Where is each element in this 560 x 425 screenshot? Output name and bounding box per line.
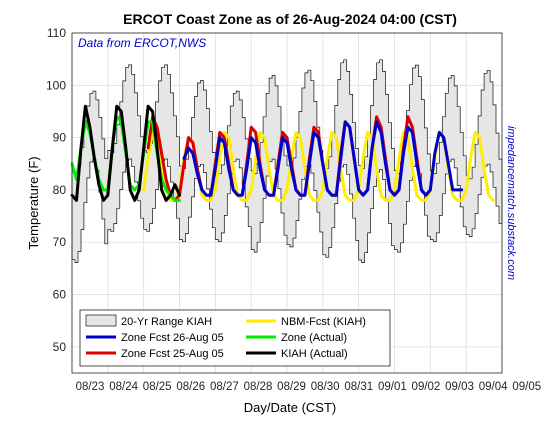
y-tick-label: 60 xyxy=(53,288,67,302)
x-tick-label: 08/26 xyxy=(176,381,205,393)
x-tick-label: 09/05 xyxy=(512,381,541,393)
y-tick-label: 110 xyxy=(47,26,66,40)
series-line-kiah-actual xyxy=(70,104,181,202)
x-tick-label: 08/23 xyxy=(76,381,105,393)
legend-label: KIAH (Actual) xyxy=(281,348,348,360)
legend-label: Zone (Actual) xyxy=(281,332,347,344)
x-tick-label: 08/25 xyxy=(143,381,172,393)
x-axis-label: Day/Date (CST) xyxy=(244,400,336,415)
y-tick-label: 70 xyxy=(53,235,67,249)
x-tick-label: 09/03 xyxy=(445,381,474,393)
x-tick-label: 08/30 xyxy=(311,381,340,393)
y-tick-label: 100 xyxy=(46,78,66,92)
series-layer xyxy=(70,104,495,202)
y-tick-labels: 50 60 70 80 90 100 110 xyxy=(46,26,66,354)
x-tick-label: 08/27 xyxy=(210,381,239,393)
source-note: Data from ERCOT,NWS xyxy=(78,36,206,50)
legend-label: Zone Fcst 25-Aug 05 xyxy=(121,348,224,360)
legend-swatch xyxy=(85,314,117,327)
y-axis-label: Temperature (F) xyxy=(26,156,41,249)
x-tick-label: 09/04 xyxy=(479,381,508,393)
x-tick-label: 08/24 xyxy=(109,381,138,393)
y-tick-label: 50 xyxy=(53,340,67,354)
legend-box xyxy=(79,309,391,367)
y-tick-label: 80 xyxy=(53,183,67,197)
series-line-zone-fcst-26-aug-05 xyxy=(182,120,464,197)
legend: 20-Yr Range KIAH NBM-Fcst (KIAH) Zone Fcst… xyxy=(79,309,391,367)
y-tick-label: 90 xyxy=(53,131,67,145)
x-tick-label: 09/01 xyxy=(378,381,407,393)
x-tick-label: 09/02 xyxy=(412,381,441,393)
legend-label: NBM-Fcst (KIAH) xyxy=(281,316,366,328)
legend-label: Zone Fcst 26-Aug 05 xyxy=(121,332,224,344)
chart-title: ERCOT Coast Zone as of 26-Aug-2024 04:00… xyxy=(123,11,457,27)
x-tick-label: 08/29 xyxy=(277,381,306,393)
x-tick-label: 08/28 xyxy=(244,381,273,393)
plot-frame xyxy=(71,32,503,374)
x-tick-labels: 08/23 08/24 08/25 08/26 08/27 08/28 08/29 08/30… xyxy=(76,381,542,393)
x-tick-label: 08/31 xyxy=(344,381,373,393)
side-note: impedancematch.substack.com xyxy=(505,126,517,280)
legend-label: 20-Yr Range KIAH xyxy=(121,316,212,328)
